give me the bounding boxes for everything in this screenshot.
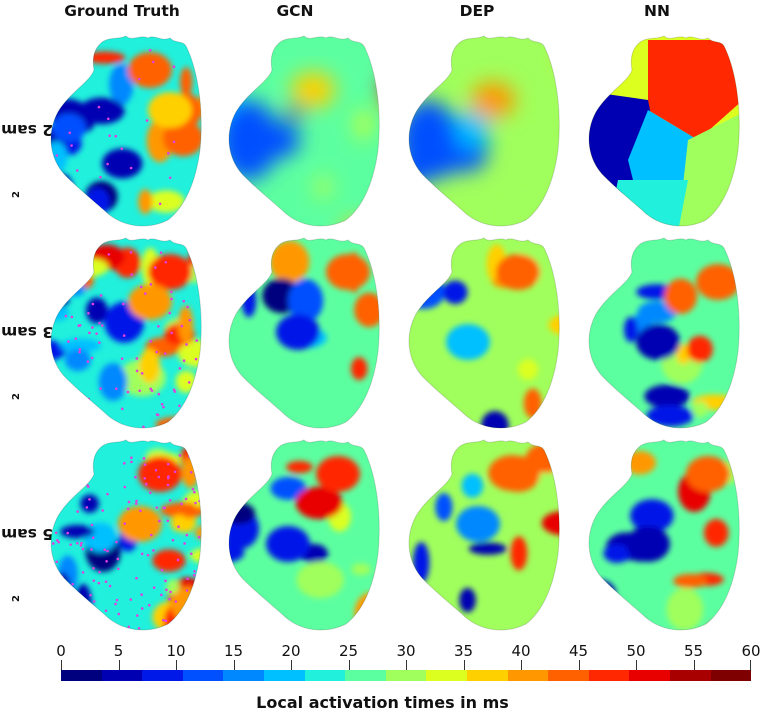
- column-title-nn: NN: [644, 2, 670, 20]
- atrium-map-r1-c2: [398, 232, 573, 434]
- atrium-map-r2-c1: [218, 434, 393, 636]
- atrium-map-r0-c2: [398, 30, 573, 232]
- atrium-map-r2-c0: [40, 434, 215, 636]
- colorbar-segment: [263, 670, 305, 681]
- colorbar-tick-mark: [521, 660, 522, 670]
- colorbar-segment: [629, 670, 670, 681]
- colorbar-tick-label: 25: [338, 642, 359, 660]
- atrium-surface: [588, 237, 740, 429]
- row-sup-0: 2: [10, 190, 22, 198]
- colorbar-tick-mark: [750, 660, 751, 670]
- colorbar-segment: [588, 670, 630, 681]
- colorbar-gradient: [61, 670, 752, 681]
- colorbar-tick-mark: [118, 660, 120, 670]
- colorbar-tick-label: 5: [113, 642, 124, 660]
- colorbar-tick-label: 0: [56, 642, 66, 660]
- colorbar-segment: [142, 670, 183, 681]
- colorbar-tick-label: 35: [453, 642, 474, 660]
- colorbar-segment: [223, 670, 264, 681]
- row-sup-2: 2: [10, 594, 22, 602]
- atrium-map-r1-c1: [218, 232, 393, 434]
- row-title-2: 6.5 samples/cm2: [0, 434, 70, 634]
- atrium-surface: [408, 237, 560, 429]
- row-title-1: 3.3 samples/cm2: [0, 232, 70, 432]
- colorbar-tick-label: 40: [511, 642, 531, 660]
- row-title-0: 0.2 samples/cm2: [0, 30, 70, 230]
- atrium-surface: [588, 439, 740, 631]
- colorbar-segment: [304, 670, 346, 681]
- colorbar-tick-label: 10: [166, 642, 186, 660]
- colorbar-tick-mark: [233, 660, 235, 670]
- colorbar-tick-label: 50: [626, 642, 646, 660]
- atrium-surface: [228, 439, 380, 631]
- atrium-map-r0-c3: [578, 30, 753, 232]
- colorbar-segment: [101, 670, 143, 681]
- colorbar-tick-mark: [61, 660, 62, 670]
- colorbar-tick-mark: [348, 660, 350, 670]
- colorbar-tick-label: 20: [281, 642, 301, 660]
- atrium-surface: [408, 439, 560, 631]
- atrium-surface: [588, 35, 740, 227]
- colorbar-segment: [669, 670, 711, 681]
- colorbar-tick-label: 55: [683, 642, 704, 660]
- colorbar-tick-label: 15: [223, 642, 244, 660]
- colorbar-tick-label: 60: [741, 642, 761, 660]
- colorbar-segment: [61, 670, 102, 681]
- colorbar-tick-label: 30: [396, 642, 416, 660]
- atrium-map-r0-c1: [218, 30, 393, 232]
- colorbar-tick-mark: [176, 660, 177, 670]
- atrium-map-r1-c0: [40, 232, 215, 434]
- column-title-ground-truth: Ground Truth: [64, 2, 180, 20]
- column-title-dep: DEP: [459, 2, 495, 20]
- colorbar: 0 5 10 15 20 25 30 35 40 45 50 55 60: [56, 642, 761, 688]
- colorbar-segment: [548, 670, 589, 681]
- atrium-surface: [50, 439, 202, 631]
- colorbar-segment: [466, 670, 508, 681]
- atrium-surface: [228, 237, 380, 429]
- atrium-map-r2-c2: [398, 434, 573, 636]
- colorbar-tick-mark: [291, 660, 292, 670]
- colorbar-tick-mark: [406, 660, 407, 670]
- row-sup-1: 2: [10, 392, 22, 400]
- atrium-map-r1-c3: [578, 232, 753, 434]
- column-title-gcn: GCN: [276, 2, 314, 20]
- atrium-surface: [408, 35, 560, 227]
- atrium-surface: [228, 35, 380, 227]
- atrium-map-r2-c3: [578, 434, 753, 636]
- colorbar-tick-mark: [636, 660, 637, 670]
- colorbar-segment: [710, 670, 752, 681]
- colorbar-segment: [182, 670, 224, 681]
- colorbar-tick-label: 45: [568, 642, 589, 660]
- atrium-map-r0-c0: [40, 30, 215, 232]
- colorbar-tick-mark: [693, 660, 695, 670]
- colorbar-tick-mark: [578, 660, 580, 670]
- atrium-surface: [50, 237, 202, 429]
- colorbar-tick-mark: [463, 660, 465, 670]
- colorbar-segment: [385, 670, 427, 681]
- atrium-surface: [50, 35, 202, 227]
- colorbar-segment: [345, 670, 386, 681]
- colorbar-title: Local activation times in ms: [256, 693, 509, 712]
- colorbar-segment: [426, 670, 467, 681]
- colorbar-segment: [507, 670, 549, 681]
